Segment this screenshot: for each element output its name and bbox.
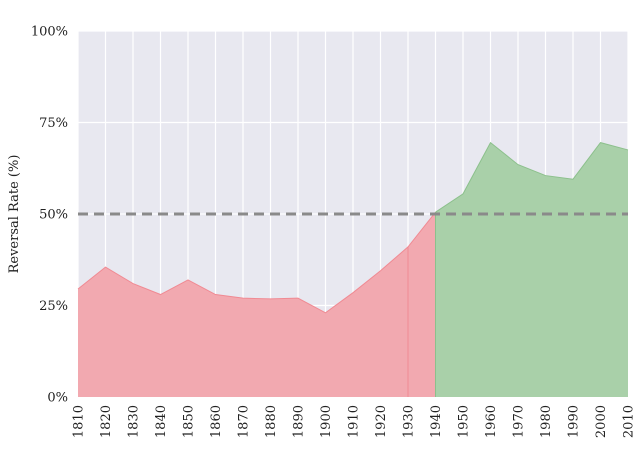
x-tick-label: 1810 [72,405,87,438]
x-tick-label: 1920 [374,405,389,438]
area-below-threshold [78,212,436,397]
x-tick-label: 1910 [347,405,362,438]
x-tick-label: 1890 [292,405,307,438]
y-tick-label: 25% [39,299,68,314]
x-tick-label: 1990 [567,405,582,438]
x-tick-label: 1840 [154,405,169,438]
y-tick-label: 100% [31,25,68,40]
y-axis-label: Reversal Rate (%) [7,155,22,274]
y-tick-label: 50% [39,208,68,223]
x-tick-label: 1930 [402,405,417,438]
x-tick-label: 1900 [319,405,334,438]
x-tick-label: 2010 [622,405,637,438]
x-tick-labels: 1810 1820 1830 1840 1850 1860 1870 1880 1890 1900… [72,405,637,438]
x-tick-label: 1980 [539,405,554,438]
y-tick-label: 0% [47,391,68,406]
x-tick-label: 1870 [237,405,252,438]
x-tick-label: 1960 [484,405,499,438]
x-tick-label: 1860 [209,405,224,438]
x-tick-label: 1820 [99,405,114,438]
x-tick-label: 1850 [182,405,197,438]
x-tick-label: 1880 [264,405,279,438]
x-tick-label: 1970 [512,405,527,438]
x-tick-label: 1950 [457,405,472,438]
area-series [77,141,629,397]
x-tick-label: 1940 [429,405,444,438]
x-tick-label: 1830 [127,405,142,438]
area-above-threshold [435,142,628,397]
line-above-threshold [435,141,629,213]
x-tick-label: 2000 [594,405,609,438]
y-tick-labels: 0% 25% 50% 75% 100% [31,25,68,406]
y-tick-label: 75% [39,116,68,131]
line-below-threshold [77,211,436,314]
